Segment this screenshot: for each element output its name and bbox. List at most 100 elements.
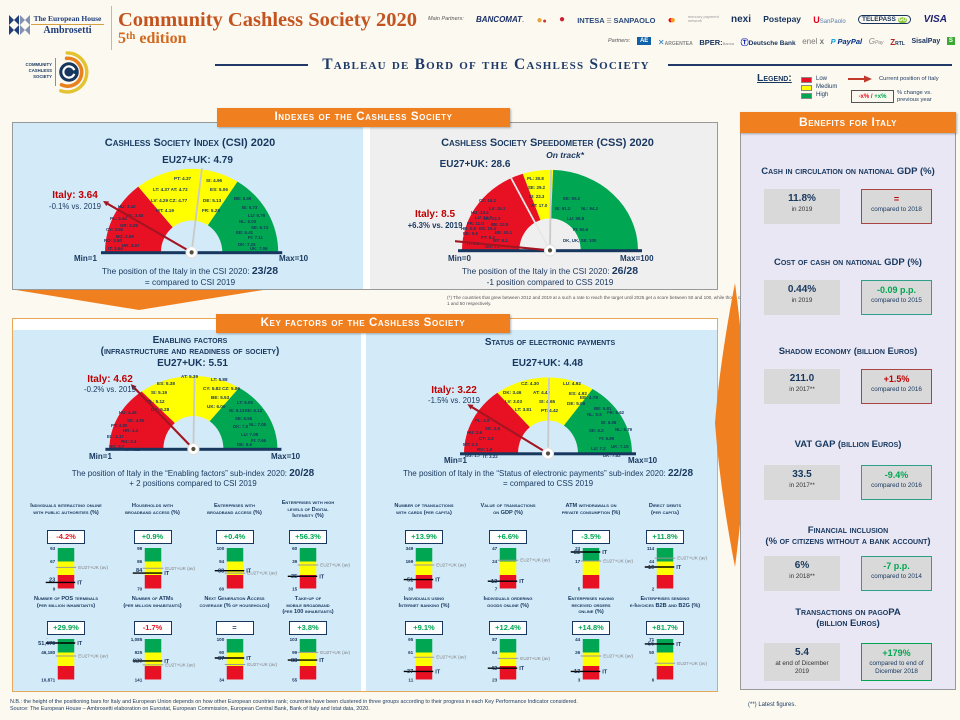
svg-text:23: 23 (492, 677, 498, 682)
svg-text:PL: 3.44: PL: 3.44 (110, 216, 127, 221)
svg-text:93: 93 (50, 547, 56, 551)
svg-text:EU27+UK (av): EU27+UK (av) (247, 571, 277, 576)
svg-text:LT: 5.88: LT: 5.88 (211, 377, 228, 382)
svg-text:CASHLESS: CASHLESS (29, 68, 53, 73)
svg-text:19: 19 (648, 565, 654, 571)
svg-text:349: 349 (406, 547, 414, 551)
svg-text:IT: IT (602, 550, 608, 556)
svg-text:IT: 3.22: IT: 3.22 (483, 454, 498, 459)
svg-text:53,629: 53,629 (41, 638, 55, 639)
svg-text:FR: 6.62: FR: 6.62 (607, 410, 625, 415)
svg-text:IT: IT (164, 659, 170, 665)
svg-text:ES: 4.92: ES: 4.92 (569, 391, 587, 396)
svg-text:55: 55 (292, 677, 298, 682)
svg-text:DE: 5.13: DE: 5.13 (203, 198, 222, 203)
svg-text:EU27+UK (av): EU27+UK (av) (165, 662, 195, 667)
svg-text:HU: 3.42: HU: 3.42 (118, 204, 136, 209)
svg-text:PL: 5.12: PL: 5.12 (147, 399, 165, 404)
svg-text:87: 87 (218, 656, 224, 662)
svg-text:HR: 4.4: HR: 4.4 (123, 428, 139, 433)
svg-text:10,871: 10,871 (41, 677, 55, 682)
svg-text:67: 67 (50, 559, 56, 564)
svg-text:114: 114 (647, 547, 655, 551)
svg-text:IE: 6.08: IE: 6.08 (601, 420, 617, 425)
svg-text:EE: 6.12: EE: 6.12 (245, 408, 263, 413)
svg-text:103: 103 (290, 638, 298, 642)
svg-text:CZ: 4.30: CZ: 4.30 (521, 381, 539, 386)
svg-text:5: 5 (578, 586, 581, 591)
svg-text:SI: 23.3: SI: 23.3 (529, 194, 545, 199)
svg-text:UK: 7.06: UK: 7.06 (250, 246, 268, 251)
svg-text:EE: 90.2: EE: 90.2 (563, 196, 581, 201)
svg-text:71: 71 (649, 638, 655, 642)
svg-text:6: 6 (652, 677, 655, 682)
svg-text:DK: 7.0: DK: 7.0 (233, 424, 249, 429)
svg-text:LT: 4.37 AT: 4.72: LT: 4.37 AT: 4.72 (153, 187, 188, 192)
svg-text:PT: 4.42: PT: 4.42 (541, 408, 559, 413)
svg-text:EU27+UK (av): EU27+UK (av) (677, 556, 707, 561)
svg-text:DE: 6.6: DE: 6.6 (237, 442, 252, 447)
svg-text:MT: 4.19: MT: 4.19 (156, 208, 174, 213)
svg-text:11: 11 (408, 677, 413, 682)
svg-text:84: 84 (136, 568, 143, 574)
svg-text:IE: 6.13: IE: 6.13 (229, 408, 245, 413)
svg-text:RO: 2.50: RO: 2.50 (104, 238, 122, 243)
svg-text:44: 44 (575, 638, 581, 642)
svg-text:13: 13 (491, 579, 497, 585)
svg-text:GR: 3.28: GR: 3.28 (120, 223, 138, 228)
svg-text:RO: 3.4: RO: 3.4 (121, 439, 137, 444)
svg-text:EU27+UK (av): EU27+UK (av) (165, 566, 195, 571)
svg-text:IE: 5.73: IE: 5.73 (242, 205, 258, 210)
svg-text:IT: IT (246, 569, 252, 575)
svg-text:141: 141 (134, 677, 142, 682)
svg-text:BE: 5.53: BE: 5.53 (211, 395, 230, 400)
svg-text:NL: 5.9: NL: 5.9 (587, 412, 602, 417)
svg-text:BE: 5.69: BE: 5.69 (234, 196, 252, 201)
svg-text:IE: 91.2: IE: 91.2 (555, 206, 571, 211)
svg-text:AT: 5.39: AT: 5.39 (181, 374, 198, 379)
svg-text:FR: 11.0: FR: 11.0 (467, 221, 484, 226)
svg-text:9: 9 (53, 586, 56, 591)
svg-text:RO: 1.9: RO: 1.9 (477, 447, 493, 452)
svg-text:BG: 1.7: BG: 1.7 (465, 453, 481, 458)
svg-text:BE: 12.9: BE: 12.9 (491, 222, 509, 227)
svg-text:PL: 2.9: PL: 2.9 (475, 418, 490, 423)
svg-text:EU27+UK (av): EU27+UK (av) (78, 654, 108, 659)
svg-text:LV: 3.03: LV: 3.03 (505, 399, 522, 404)
svg-text:BG: 3.7: BG: 3.7 (109, 444, 125, 449)
svg-text:64: 64 (492, 650, 498, 655)
svg-text:LU: 7.08: LU: 7.08 (241, 432, 259, 437)
svg-text:AT: 4.43: AT: 4.43 (533, 390, 550, 395)
svg-text:EE: 4.78: EE: 4.78 (580, 395, 598, 400)
svg-text:HU: 13.4: HU: 13.4 (471, 210, 489, 215)
svg-text:LU: 5.79: LU: 5.79 (248, 213, 266, 218)
svg-text:87: 87 (492, 638, 498, 642)
svg-text:70: 70 (137, 586, 143, 591)
svg-text:SE: 6.2: SE: 6.2 (589, 428, 604, 433)
svg-text:FI: 6.89: FI: 6.89 (599, 436, 615, 441)
svg-text:56: 56 (648, 642, 654, 648)
svg-text:1,085: 1,085 (130, 638, 142, 642)
svg-text:EU27+UK (av): EU27+UK (av) (603, 559, 633, 564)
svg-text:EE: 10.1: EE: 10.1 (495, 230, 513, 235)
svg-text:39: 39 (292, 559, 298, 564)
svg-text:34: 34 (219, 677, 225, 682)
svg-text:CY: 3.56: CY: 3.56 (106, 227, 124, 232)
svg-text:IT: IT (77, 580, 83, 586)
svg-text:SK: 4.55: SK: 4.55 (127, 418, 145, 423)
svg-text:BG: 2.99: BG: 2.99 (116, 234, 134, 239)
svg-text:IT: IT (319, 658, 325, 664)
svg-text:37: 37 (407, 669, 413, 675)
svg-text:SI: 4.65: SI: 4.65 (539, 399, 556, 404)
svg-text:UK: 7.15: UK: 7.15 (611, 444, 629, 449)
svg-text:LT: 3.81: LT: 3.81 (515, 407, 532, 412)
svg-text:COMMUNITY: COMMUNITY (26, 62, 53, 67)
svg-text:EU27+UK (av): EU27+UK (av) (677, 661, 707, 666)
svg-text:EU27+UK (av): EU27+UK (av) (436, 563, 466, 568)
svg-text:EU27+UK (av): EU27+UK (av) (320, 650, 350, 655)
svg-text:3: 3 (578, 677, 581, 682)
svg-text:DK, UK, SE: 100: DK, UK, SE: 100 (563, 238, 597, 243)
svg-text:60: 60 (292, 547, 298, 551)
svg-text:EU27+UK (av): EU27+UK (av) (436, 655, 466, 660)
svg-text:HU: 2.6: HU: 2.6 (467, 430, 483, 435)
